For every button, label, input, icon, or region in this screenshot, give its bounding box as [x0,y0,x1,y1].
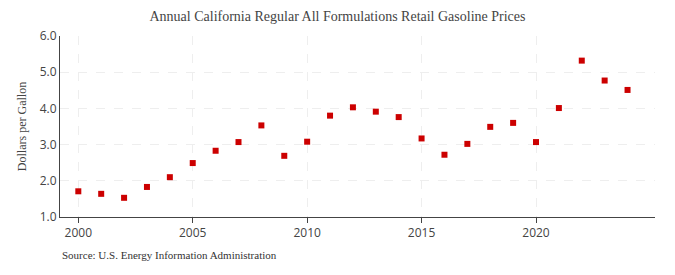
svg-text:Annual California Regular All: Annual California Regular All Formulatio… [150,9,526,24]
svg-text:2005: 2005 [179,224,207,241]
svg-text:2000: 2000 [65,224,93,241]
svg-text:1.0: 1.0 [40,208,57,225]
svg-text:2020: 2020 [522,224,550,241]
svg-text:3.0: 3.0 [40,136,57,153]
svg-text:2010: 2010 [293,224,321,241]
svg-text:Dollars per Gallon: Dollars per Gallon [15,82,29,171]
svg-text:4.0: 4.0 [40,100,57,117]
svg-text:2.0: 2.0 [40,172,57,189]
svg-text:6.0: 6.0 [40,27,57,44]
svg-text:Source: U.S. Energy Informatio: Source: U.S. Energy Information Administ… [62,249,277,261]
svg-text:2015: 2015 [408,224,436,241]
svg-text:5.0: 5.0 [40,63,57,80]
